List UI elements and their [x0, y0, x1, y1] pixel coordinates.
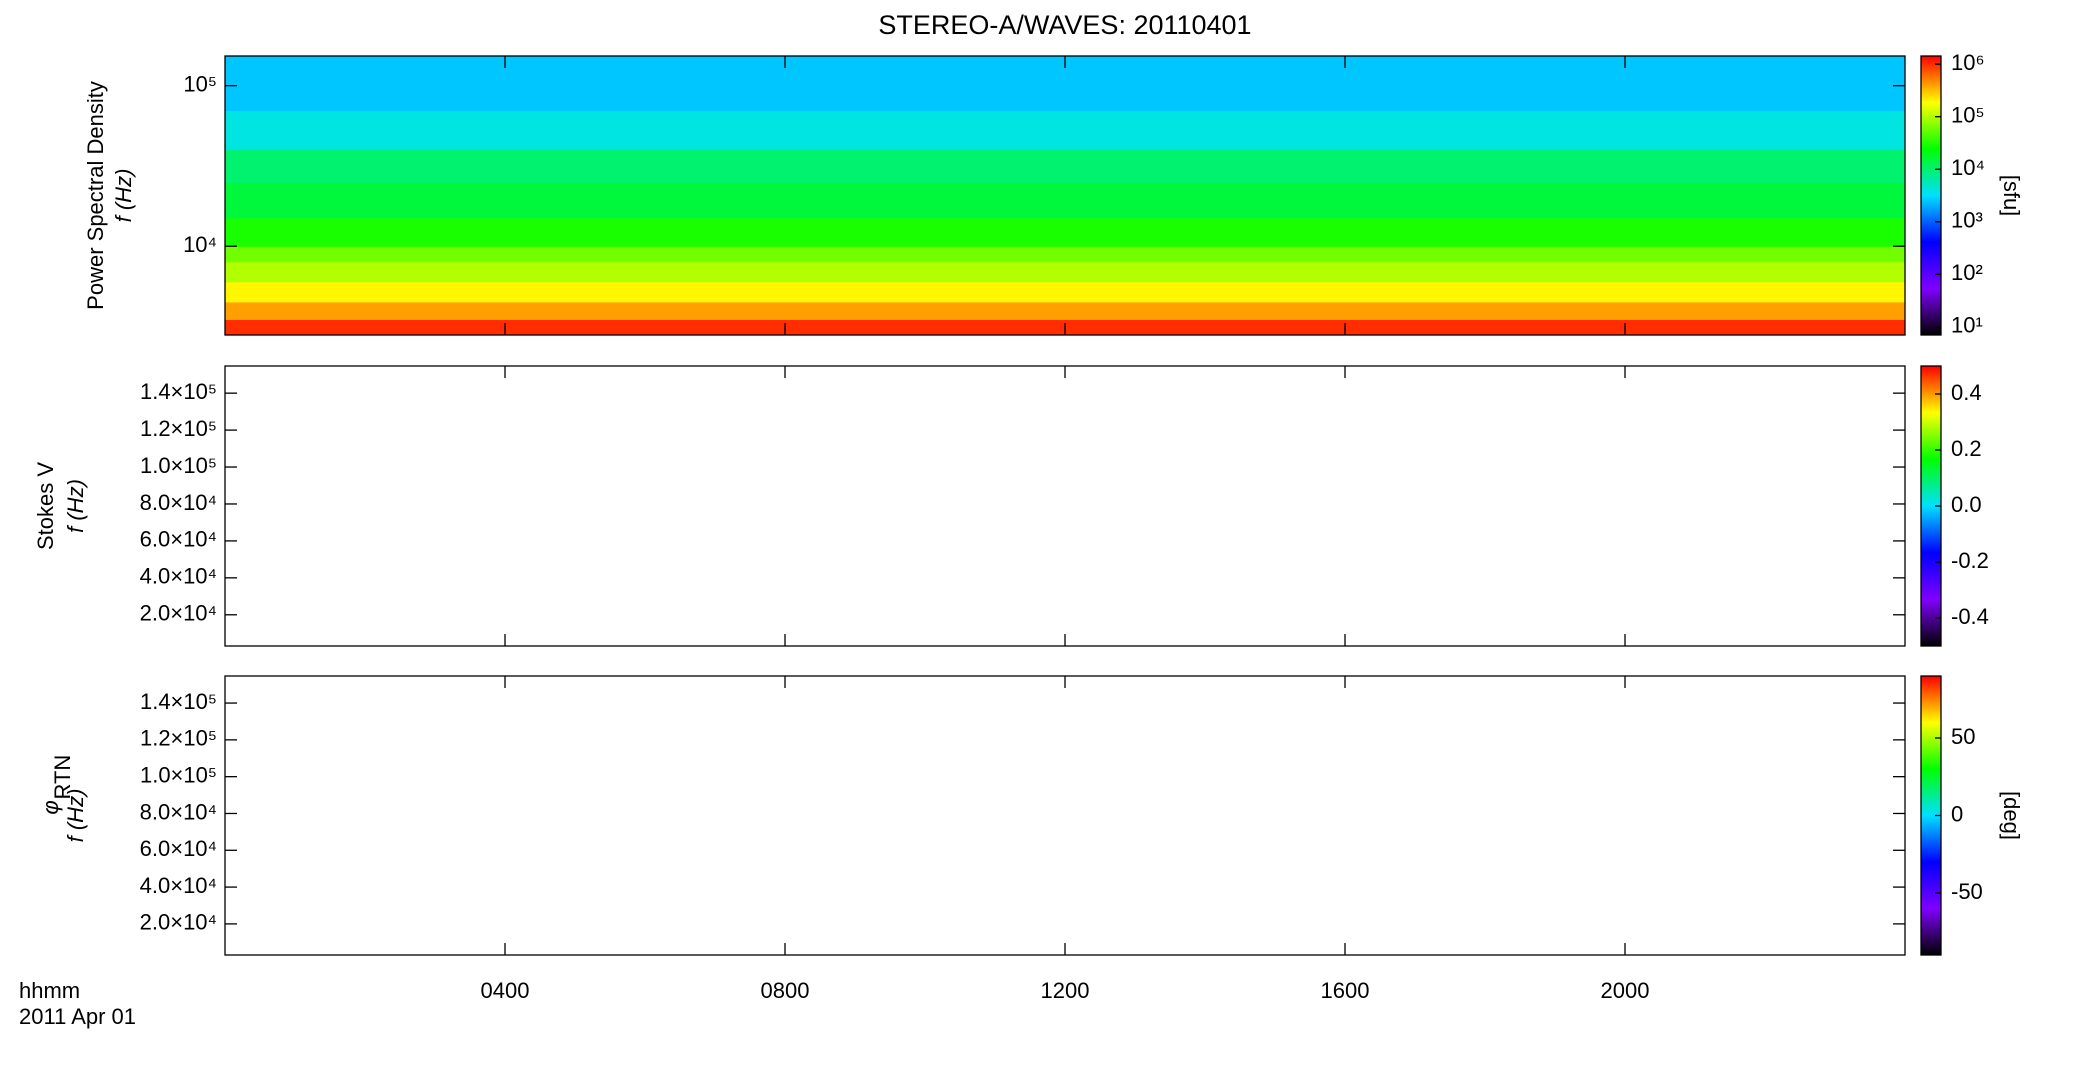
- y-tick-label: 6.0×10⁴: [140, 527, 217, 552]
- y-tick-label: 1.4×10⁵: [140, 379, 217, 404]
- colorbar-tick-label: 10³: [1951, 208, 1983, 233]
- heatmap-cell: [225, 301, 1905, 320]
- y-tick-label: 8.0×10⁴: [140, 799, 217, 824]
- heatmap-cell: [225, 281, 1905, 303]
- colorbar: [1920, 55, 1942, 336]
- colorbar-tick-label: 0.0: [1951, 492, 1982, 517]
- heatmap-cell: [225, 110, 1905, 151]
- y-tick-label: 1.0×10⁵: [140, 453, 217, 478]
- colorbar-tick-label: -0.4: [1951, 604, 1989, 629]
- x-tick-label: 2000: [1601, 978, 1650, 1003]
- colorbar-tick-label: 10⁵: [1951, 103, 1985, 128]
- y-tick-label: 4.0×10⁴: [140, 564, 217, 589]
- chart-title: STEREO-A/WAVES: 20110401: [878, 10, 1251, 40]
- y-tick-label: 1.2×10⁵: [140, 416, 217, 441]
- y-tick-label: 2.0×10⁴: [140, 601, 217, 626]
- x-tick-label: 0800: [761, 978, 810, 1003]
- colorbar-label: [sfu]: [1999, 175, 2024, 217]
- colorbar-tick-label: 0: [1951, 801, 1963, 826]
- y-axis-label: φ: [38, 800, 63, 814]
- y-axis-label: f (Hz): [63, 789, 88, 843]
- colorbar-tick-label: -50: [1951, 879, 1983, 904]
- plot-frame: [224, 365, 1906, 647]
- y-axis-label: f (Hz): [111, 169, 136, 223]
- heatmap-cell: [225, 217, 1905, 247]
- y-tick-label: 1.2×10⁵: [140, 726, 217, 751]
- y-tick-label: 6.0×10⁴: [140, 836, 217, 861]
- y-tick-label: 2.0×10⁴: [140, 910, 217, 935]
- colorbar-tick-label: -0.2: [1951, 548, 1989, 573]
- y-tick-label: 10⁵: [183, 71, 217, 96]
- colorbar-tick-label: 10⁴: [1951, 155, 1985, 180]
- colorbar-tick-label: 0.2: [1951, 436, 1982, 461]
- x-axis-label: hhmm: [19, 978, 80, 1003]
- y-axis-label: Stokes V: [33, 462, 58, 550]
- y-axis-label-sub: RTN: [50, 755, 75, 800]
- y-axis-label: Power Spectral Density: [83, 81, 108, 310]
- colorbar-tick-label: 0.4: [1951, 380, 1982, 405]
- date-label: 2011 Apr 01: [19, 1004, 136, 1029]
- colorbar-tick-label: 10²: [1951, 260, 1983, 285]
- colorbar-tick-label: 10⁶: [1951, 50, 1985, 75]
- y-tick-label: 10⁴: [183, 232, 217, 257]
- heatmap-cell: [225, 149, 1905, 183]
- colorbar-label: [deg]: [1999, 791, 2024, 840]
- heatmap-cell: [225, 246, 1905, 263]
- colorbar-tick-label: 10¹: [1951, 313, 1983, 338]
- y-tick-label: 8.0×10⁴: [140, 490, 217, 515]
- heatmap-cell: [225, 261, 1905, 283]
- y-tick-label: 1.4×10⁵: [140, 689, 217, 714]
- y-axis-label: f (Hz): [63, 479, 88, 533]
- y-tick-label: 4.0×10⁴: [140, 873, 217, 898]
- plot-frame: [224, 675, 1906, 956]
- heatmap-cell: [225, 182, 1905, 219]
- y-tick-label: 1.0×10⁵: [140, 762, 217, 787]
- colorbar-tick-label: 50: [1951, 724, 1975, 749]
- x-tick-label: 0400: [481, 978, 530, 1003]
- x-tick-label: 1200: [1041, 978, 1090, 1003]
- x-tick-label: 1600: [1321, 978, 1370, 1003]
